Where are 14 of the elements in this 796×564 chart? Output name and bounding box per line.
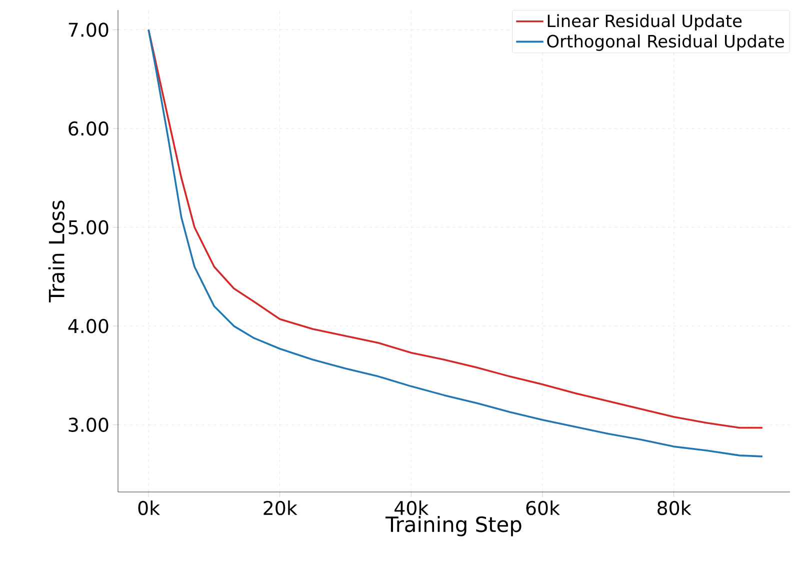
y-tick-label: 4.00 <box>68 318 108 334</box>
y-tick-label: 3.00 <box>68 418 108 432</box>
y-axis-title: Train Loss <box>48 200 64 302</box>
x-tick-label: 60k <box>526 500 560 516</box>
legend-label: Linear Residual Update <box>548 14 742 31</box>
legend-label: Orthogonal Residual Update <box>547 34 784 51</box>
x-axis-title: Training Step <box>386 516 522 536</box>
x-tick-label: 40k <box>394 500 429 516</box>
y-tick-label: 7.00 <box>68 22 108 37</box>
y-tick-label: 6.00 <box>68 121 108 136</box>
x-tick-label: 80k <box>658 500 692 516</box>
x-tick-label: 0k <box>138 500 160 516</box>
x-tick-label: 20k <box>264 500 298 516</box>
y-tick-label: 5.00 <box>68 220 108 234</box>
